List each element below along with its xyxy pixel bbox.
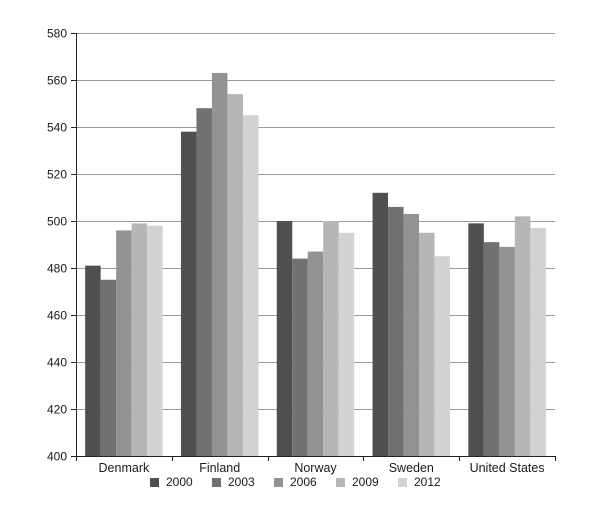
y-tick-label-540: 540 (47, 121, 67, 135)
legend-label-2000: 2000 (166, 475, 193, 489)
bar-sweden-2012 (434, 256, 451, 456)
y-tick-label-400: 400 (47, 450, 67, 464)
bars (85, 72, 546, 457)
bar-finland-2003 (196, 108, 212, 456)
bar-united-states-2000 (468, 223, 484, 456)
legend-swatch-2009 (336, 478, 345, 487)
y-tick-label-440: 440 (47, 356, 67, 370)
y-tick-label-580: 580 (47, 27, 67, 41)
y-tick-label-520: 520 (47, 168, 67, 182)
legend-label-2012: 2012 (414, 475, 441, 489)
bar-sweden-2006 (403, 213, 420, 456)
legend-label-2009: 2009 (352, 475, 379, 489)
bar-norway-2003 (292, 258, 308, 456)
bar-sweden-2003 (388, 206, 404, 456)
bar-finland-2006 (211, 72, 228, 456)
bar-finland-2009 (227, 94, 243, 456)
x-category-labels: Denmark Finland Norway Sweden United States (99, 456, 556, 475)
legend: 2000 2003 2006 2009 2012 (150, 475, 441, 489)
bar-united-states-2009 (514, 216, 531, 456)
bar-norway-2012 (338, 232, 355, 456)
x-tick-label-united-states: United States (470, 461, 545, 475)
y-tick-label-500: 500 (47, 215, 67, 229)
bar-sweden-2009 (419, 232, 435, 456)
x-tick-label-denmark: Denmark (99, 461, 150, 475)
y-tick-label-480: 480 (47, 262, 67, 276)
legend-swatch-2012 (398, 478, 407, 487)
bar-denmark-2000 (85, 265, 101, 456)
bar-denmark-2012 (147, 225, 163, 456)
bar-norway-2000 (276, 221, 293, 456)
bar-denmark-2003 (100, 279, 117, 456)
bar-finland-2012 (242, 115, 259, 456)
legend-label-2006: 2006 (290, 475, 317, 489)
y-tick-label-460: 460 (47, 309, 67, 323)
bar-denmark-2009 (131, 223, 148, 456)
bar-united-states-2003 (483, 242, 500, 456)
bar-denmark-2006 (116, 230, 132, 456)
bar-norway-2006 (307, 251, 324, 456)
legend-swatch-2003 (212, 478, 221, 487)
bar-sweden-2000 (372, 192, 389, 457)
bar-united-states-2012 (530, 228, 546, 456)
y-tick-label-560: 560 (47, 74, 67, 88)
bar-norway-2009 (323, 221, 339, 456)
bar-united-states-2006 (499, 246, 515, 456)
x-tick-label-finland: Finland (199, 461, 240, 475)
legend-swatch-2006 (274, 478, 283, 487)
x-tick-label-norway: Norway (294, 461, 337, 475)
legend-label-2003: 2003 (228, 475, 255, 489)
x-tick-label-sweden: Sweden (389, 461, 434, 475)
bar-finland-2000 (180, 131, 197, 456)
y-tick-labels: 400 420 440 460 480 500 520 540 560 580 (47, 27, 76, 464)
legend-swatch-2000 (150, 478, 159, 487)
y-tick-label-420: 420 (47, 403, 67, 417)
